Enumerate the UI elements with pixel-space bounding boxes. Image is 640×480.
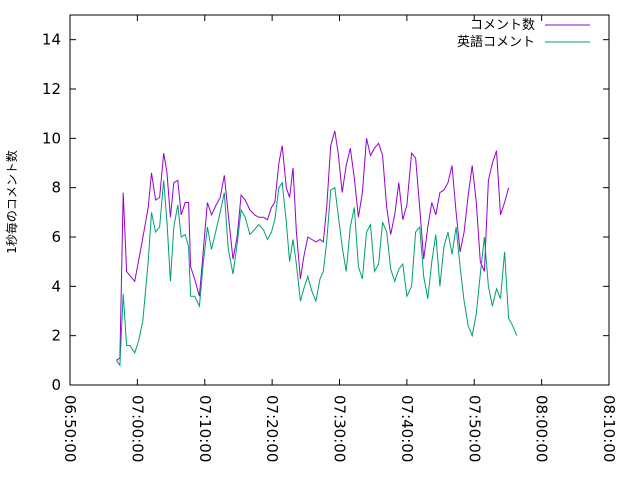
x-tick-label: 08:00:00 — [533, 395, 551, 462]
series-line-1 — [116, 130, 510, 361]
series-layer — [116, 130, 518, 367]
series-line-2 — [116, 180, 518, 367]
y-tick-label: 10 — [42, 129, 61, 147]
legend-label-2: 英語コメント — [457, 34, 535, 50]
x-tick-label: 07:10:00 — [196, 395, 214, 462]
x-axis-ticks: 06:50:00 07:00:00 07:10:00 07:20:00 07:30:00… — [61, 15, 618, 462]
y-axis-label: 1秒毎のコメント数 — [4, 150, 19, 254]
x-tick-label: 07:20:00 — [263, 395, 281, 462]
y-tick-label: 2 — [51, 327, 61, 345]
y-tick-label: 6 — [51, 228, 61, 246]
y-tick-label: 4 — [51, 277, 61, 295]
y-tick-label: 8 — [51, 179, 61, 197]
plot-frame — [69, 14, 610, 386]
x-tick-label: 07:40:00 — [398, 395, 416, 462]
legend-label-1: コメント数 — [470, 18, 535, 33]
x-tick-label: 06:50:00 — [61, 395, 79, 462]
y-tick-label: 0 — [51, 376, 61, 394]
x-tick-label: 07:30:00 — [331, 395, 349, 462]
y-tick-label: 14 — [42, 31, 61, 49]
x-tick-label: 08:10:00 — [600, 395, 618, 462]
y-axis-ticks: 0 2 4 6 8 10 12 14 — [42, 31, 609, 394]
y-tick-label: 12 — [42, 80, 61, 98]
x-tick-label: 07:00:00 — [128, 395, 146, 462]
x-tick-label: 07:50:00 — [465, 395, 483, 462]
